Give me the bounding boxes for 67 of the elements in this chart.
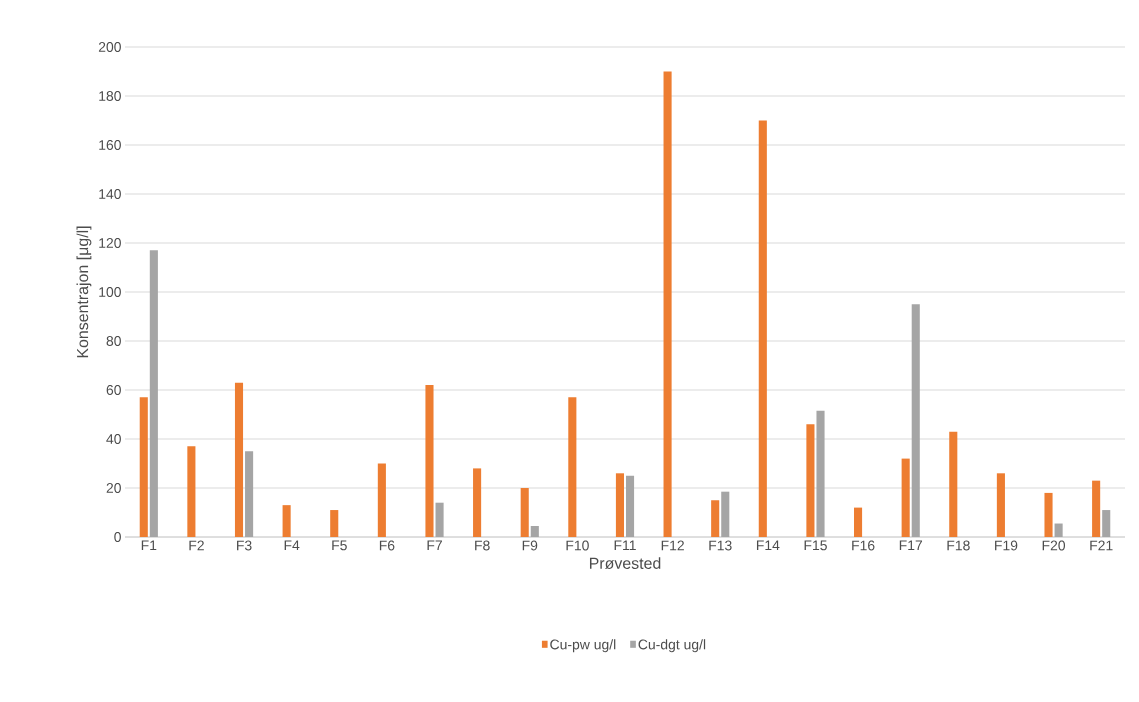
y-tick-label: 20 bbox=[106, 483, 121, 493]
y-tick-label: 200 bbox=[98, 42, 121, 52]
bar bbox=[758, 120, 767, 537]
bar bbox=[187, 446, 196, 537]
x-tick-label: F16 bbox=[852, 540, 875, 551]
x-tick-label: F2 bbox=[189, 540, 204, 551]
x-tick-label: F15 bbox=[804, 540, 827, 551]
x-tick-label: F10 bbox=[566, 540, 589, 551]
bar bbox=[949, 431, 958, 537]
x-tick-label: F17 bbox=[899, 540, 923, 551]
x-tick-label: F8 bbox=[475, 540, 490, 551]
bar bbox=[1054, 523, 1063, 537]
bar bbox=[330, 510, 339, 537]
bar bbox=[854, 507, 863, 537]
x-tick-label: F21 bbox=[1090, 540, 1113, 551]
x-tick-label: F18 bbox=[947, 540, 970, 551]
x-tick-label: F11 bbox=[614, 540, 636, 551]
bar bbox=[816, 410, 825, 537]
y-tick-label: 160 bbox=[99, 140, 121, 150]
bar bbox=[721, 491, 730, 537]
bar bbox=[435, 502, 444, 537]
y-tick-label: 100 bbox=[99, 287, 121, 297]
bar bbox=[520, 488, 529, 537]
bar bbox=[473, 468, 482, 537]
x-tick-label: F19 bbox=[995, 540, 1018, 551]
bar bbox=[1092, 480, 1101, 537]
x-tick-label: F12 bbox=[661, 540, 684, 551]
bar bbox=[245, 451, 254, 537]
y-tick-label: 80 bbox=[106, 336, 121, 346]
bar bbox=[996, 473, 1005, 537]
y-tick-label: 120 bbox=[99, 238, 121, 248]
legend-label: Cu-pw ug/l bbox=[550, 639, 616, 653]
x-tick-label: F3 bbox=[237, 540, 252, 551]
x-tick-label: F14 bbox=[756, 540, 780, 551]
bar bbox=[377, 463, 386, 537]
bar bbox=[149, 250, 158, 537]
bar bbox=[1102, 510, 1111, 537]
bar bbox=[425, 385, 434, 537]
bar bbox=[711, 500, 720, 537]
bar bbox=[911, 304, 920, 537]
bar bbox=[806, 424, 815, 537]
x-tick-label: F9 bbox=[522, 540, 538, 551]
y-tick-label: 40 bbox=[106, 434, 121, 444]
bar bbox=[139, 397, 148, 537]
bar bbox=[615, 473, 624, 537]
bar bbox=[663, 71, 672, 537]
x-tick-label: F7 bbox=[427, 540, 442, 551]
bar bbox=[901, 458, 910, 537]
y-tick-label: 180 bbox=[99, 91, 121, 101]
y-tick-label: 140 bbox=[99, 189, 121, 199]
x-tick-label: F4 bbox=[284, 540, 300, 551]
bar bbox=[568, 397, 577, 537]
bar bbox=[1044, 492, 1053, 537]
bar bbox=[530, 525, 539, 537]
y-axis-title: Konsentrajon [μg/l] bbox=[76, 226, 92, 358]
x-tick-label: F1 bbox=[141, 540, 157, 551]
x-tick-label: F13 bbox=[709, 540, 732, 551]
bar bbox=[234, 382, 244, 537]
y-tick-label: 60 bbox=[106, 385, 121, 395]
x-axis-title: Prøvested bbox=[589, 557, 661, 570]
y-tick-label: 0 bbox=[114, 532, 121, 542]
x-tick-label: F6 bbox=[379, 540, 395, 551]
x-tick-label: F20 bbox=[1042, 540, 1066, 551]
x-tick-label: F5 bbox=[332, 540, 347, 551]
bar bbox=[282, 505, 291, 537]
bar bbox=[625, 475, 635, 537]
legend-label: Cu-dgt ug/l bbox=[638, 639, 706, 653]
